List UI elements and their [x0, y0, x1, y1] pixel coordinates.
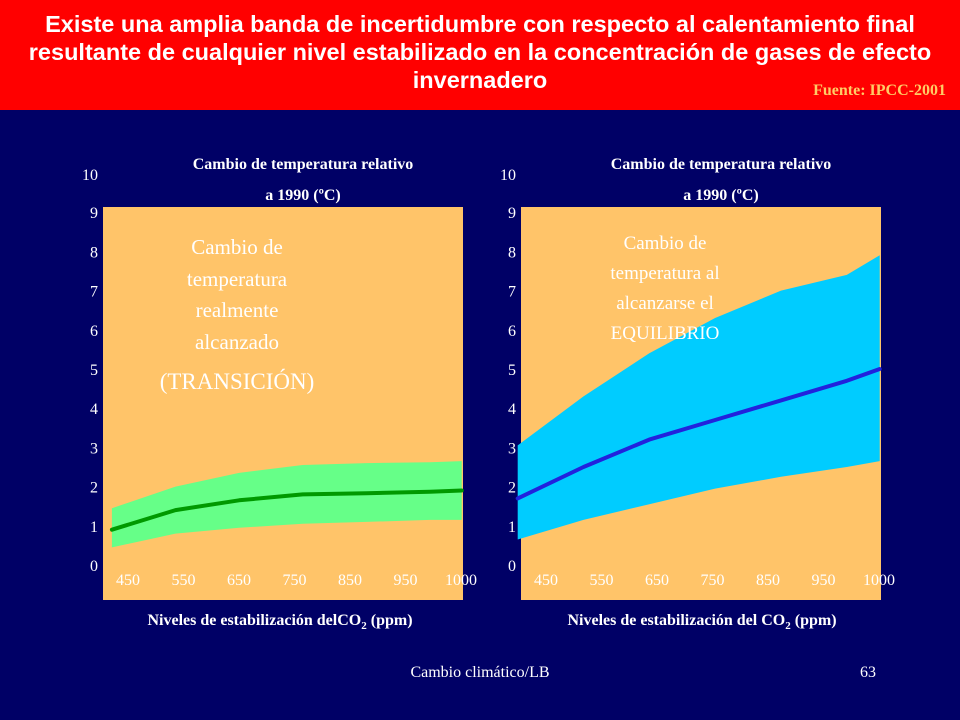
y-tick-label: 10	[500, 167, 516, 184]
chart-title-line2: a 1990 (ºC)	[683, 187, 759, 204]
y-tick-label: 8	[90, 244, 98, 261]
annotation-text: alcanzado	[195, 330, 279, 354]
annotation-text: (TRANSICIÓN)	[160, 368, 315, 394]
y-tick-label: 3	[508, 440, 516, 457]
x-tick-label: 1000	[863, 572, 895, 589]
chart-title-line1: Cambio de temperatura relativo	[193, 156, 414, 173]
y-tick-label: 3	[90, 440, 98, 457]
x-tick-label: 650	[227, 572, 251, 589]
y-tick-label: 1	[508, 519, 516, 536]
y-tick-label: 5	[90, 362, 98, 379]
transition-line	[109, 488, 464, 532]
x-tick-label: 950	[394, 572, 418, 589]
x-axis-label: Niveles de estabilización del CO2 (ppm)	[567, 612, 836, 632]
annotation-text: alcanzarse el	[616, 293, 714, 314]
x-axis-label: Niveles de estabilización delCO2 (ppm)	[147, 612, 412, 632]
y-tick-label: 2	[508, 480, 516, 497]
y-tick-label: 7	[90, 284, 98, 301]
annotation-text: temperatura	[187, 267, 288, 291]
x-tick-label: 750	[701, 572, 725, 589]
annotation-text: temperatura al	[610, 263, 719, 284]
x-tick-label: 1000	[445, 572, 477, 589]
y-tick-label: 9	[508, 205, 516, 222]
y-tick-label: 0	[90, 558, 98, 575]
x-tick-label: 750	[283, 572, 307, 589]
equilibrium-line	[515, 367, 882, 501]
y-tick-label: 6	[508, 323, 516, 340]
y-tick-label: 4	[90, 401, 98, 418]
y-tick-label: 10	[82, 167, 98, 184]
x-tick-label: 650	[645, 572, 669, 589]
page-number: 63	[860, 664, 876, 681]
equilibrium-band	[517, 255, 880, 540]
footer-label: Cambio climático/LB	[410, 664, 550, 681]
y-tick-label: 1	[90, 519, 98, 536]
x-tick-label: 850	[756, 572, 780, 589]
y-tick-label: 7	[508, 284, 516, 301]
y-tick-label: 2	[90, 480, 98, 497]
y-tick-label: 8	[508, 244, 516, 261]
annotation-text: EQUILIBRIO	[611, 323, 720, 344]
x-tick-label: 850	[338, 572, 362, 589]
x-tick-label: 450	[116, 572, 140, 589]
y-tick-label: 5	[508, 362, 516, 379]
transition-band	[111, 461, 462, 548]
y-tick-label: 4	[508, 401, 516, 418]
chart-title-line2: a 1990 (ºC)	[265, 187, 341, 204]
slide-title: Existe una amplia banda de incertidumbre…	[28, 11, 932, 93]
y-tick-label: 9	[90, 205, 98, 222]
plot-area-1	[103, 207, 463, 600]
x-tick-label: 450	[534, 572, 558, 589]
annotation-text: Cambio de	[191, 235, 283, 259]
x-tick-label: 950	[812, 572, 836, 589]
annotation-text: realmente	[196, 298, 279, 322]
y-tick-label: 0	[508, 558, 516, 575]
chart-title-line1: Cambio de temperatura relativo	[611, 156, 832, 173]
x-tick-label: 550	[172, 572, 196, 589]
title-banner	[0, 0, 960, 110]
y-tick-label: 6	[90, 323, 98, 340]
source-citation: Fuente: IPCC-2001	[813, 82, 946, 99]
x-tick-label: 550	[590, 572, 614, 589]
annotation-text: Cambio de	[624, 233, 707, 254]
